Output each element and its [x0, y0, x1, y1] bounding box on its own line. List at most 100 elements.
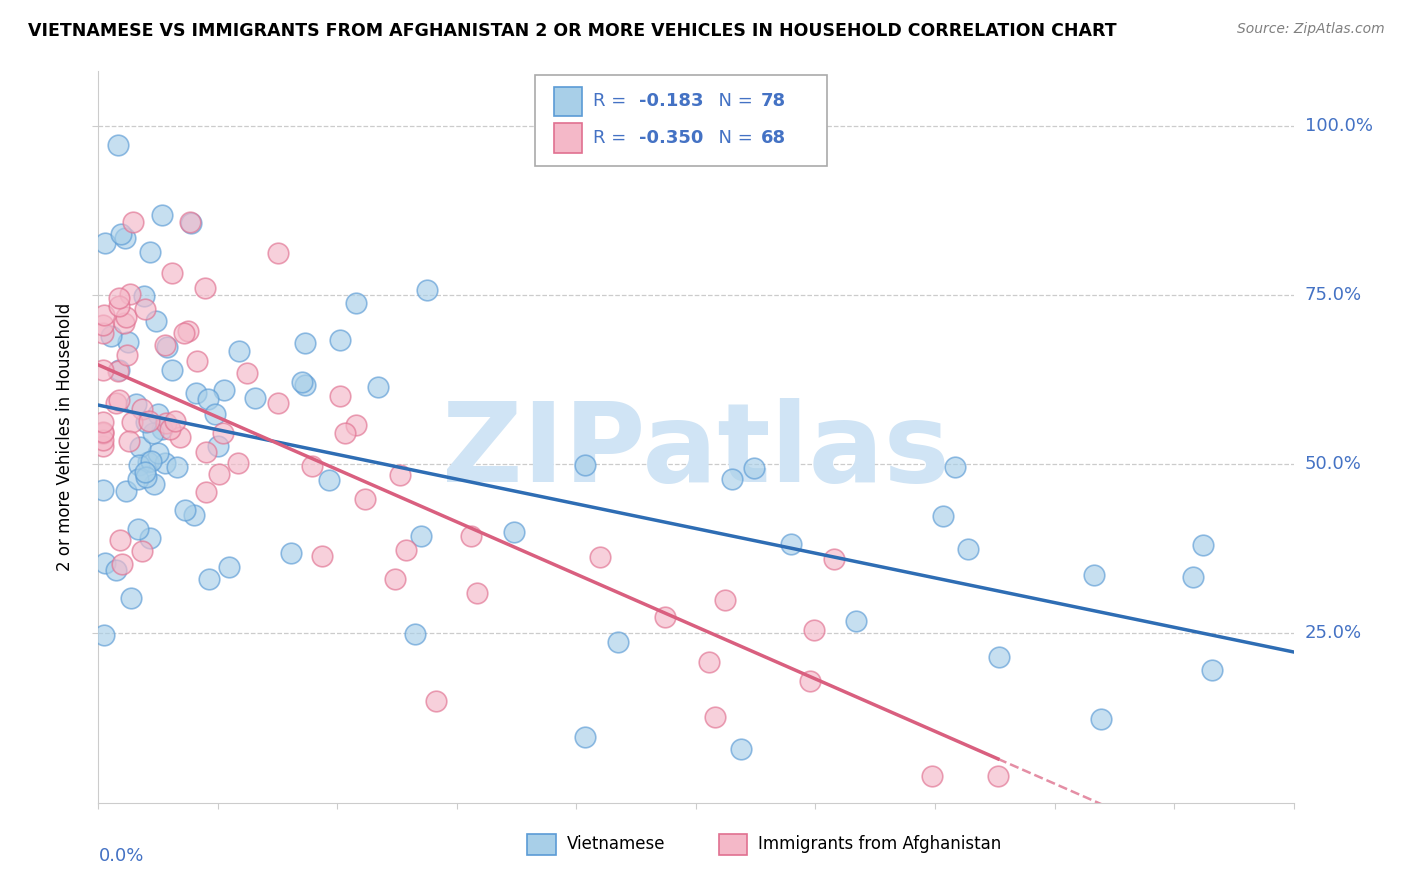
Point	[721, 472, 744, 486]
Text: R =: R =	[593, 129, 633, 147]
Point	[697, 655, 720, 669]
Point	[180, 216, 202, 230]
Point	[204, 407, 226, 421]
Point	[104, 563, 127, 577]
Point	[135, 415, 157, 429]
Point	[159, 422, 181, 436]
Point	[1182, 570, 1205, 584]
Point	[987, 769, 1010, 783]
Point	[153, 338, 176, 352]
FancyBboxPatch shape	[718, 834, 748, 855]
Point	[142, 425, 165, 440]
Point	[134, 302, 156, 317]
Point	[143, 476, 166, 491]
Point	[145, 314, 167, 328]
Point	[416, 283, 439, 297]
Point	[574, 458, 596, 472]
Point	[150, 208, 173, 222]
Point	[108, 533, 131, 548]
Point	[956, 541, 979, 556]
Point	[105, 395, 128, 409]
Point	[127, 472, 149, 486]
Point	[1201, 663, 1223, 677]
Text: 75.0%: 75.0%	[1305, 285, 1362, 304]
Point	[134, 465, 156, 479]
Point	[329, 334, 352, 348]
Point	[114, 231, 136, 245]
Point	[94, 235, 117, 250]
Point	[183, 508, 205, 522]
Point	[141, 454, 163, 468]
Point	[207, 439, 229, 453]
Point	[704, 710, 727, 724]
Text: N =: N =	[707, 129, 758, 147]
Point	[845, 614, 868, 628]
Point	[588, 549, 610, 564]
Point	[117, 334, 139, 349]
Point	[389, 468, 412, 483]
Point	[155, 416, 177, 430]
Point	[94, 557, 117, 571]
Point	[194, 444, 217, 458]
Text: 100.0%: 100.0%	[1305, 117, 1372, 135]
Point	[1090, 712, 1112, 726]
Point	[943, 460, 966, 475]
Point	[156, 340, 179, 354]
Point	[931, 509, 953, 524]
Point	[136, 455, 159, 469]
Point	[107, 137, 129, 152]
Point	[236, 366, 259, 380]
Point	[344, 295, 367, 310]
Point	[128, 458, 150, 473]
Point	[335, 425, 357, 440]
Point	[125, 397, 148, 411]
Point	[169, 430, 191, 444]
Point	[207, 467, 229, 481]
Point	[120, 287, 142, 301]
Point	[107, 393, 129, 408]
Point	[318, 473, 340, 487]
Point	[128, 440, 150, 454]
Text: 25.0%: 25.0%	[1305, 624, 1362, 642]
Point	[139, 531, 162, 545]
Point	[91, 425, 114, 440]
Text: Vietnamese: Vietnamese	[567, 835, 665, 854]
Text: -0.183: -0.183	[638, 93, 703, 111]
Point	[212, 425, 235, 440]
Point	[91, 439, 114, 453]
Point	[115, 483, 138, 498]
Text: R =: R =	[593, 93, 633, 111]
Point	[780, 537, 803, 551]
Point	[146, 446, 169, 460]
Point	[115, 310, 138, 325]
Point	[177, 324, 200, 338]
Point	[91, 326, 114, 340]
Point	[311, 549, 333, 563]
Point	[111, 558, 134, 572]
Point	[131, 544, 153, 558]
Point	[294, 335, 316, 350]
Point	[91, 425, 114, 439]
Text: 78: 78	[761, 93, 786, 111]
Point	[367, 379, 389, 393]
Point	[160, 266, 183, 280]
FancyBboxPatch shape	[554, 123, 582, 153]
Point	[218, 560, 240, 574]
Text: N =: N =	[707, 93, 758, 111]
Point	[404, 626, 426, 640]
Point	[197, 392, 219, 406]
Point	[91, 362, 114, 376]
Point	[467, 586, 489, 600]
Point	[91, 433, 114, 447]
Point	[107, 363, 129, 377]
Text: ZIPatlas: ZIPatlas	[441, 398, 950, 505]
Point	[291, 376, 314, 390]
Point	[108, 291, 131, 305]
Point	[742, 460, 765, 475]
Point	[730, 742, 752, 756]
Text: 68: 68	[761, 129, 786, 147]
Point	[107, 300, 129, 314]
Point	[135, 470, 157, 484]
Point	[425, 693, 447, 707]
Point	[195, 484, 218, 499]
